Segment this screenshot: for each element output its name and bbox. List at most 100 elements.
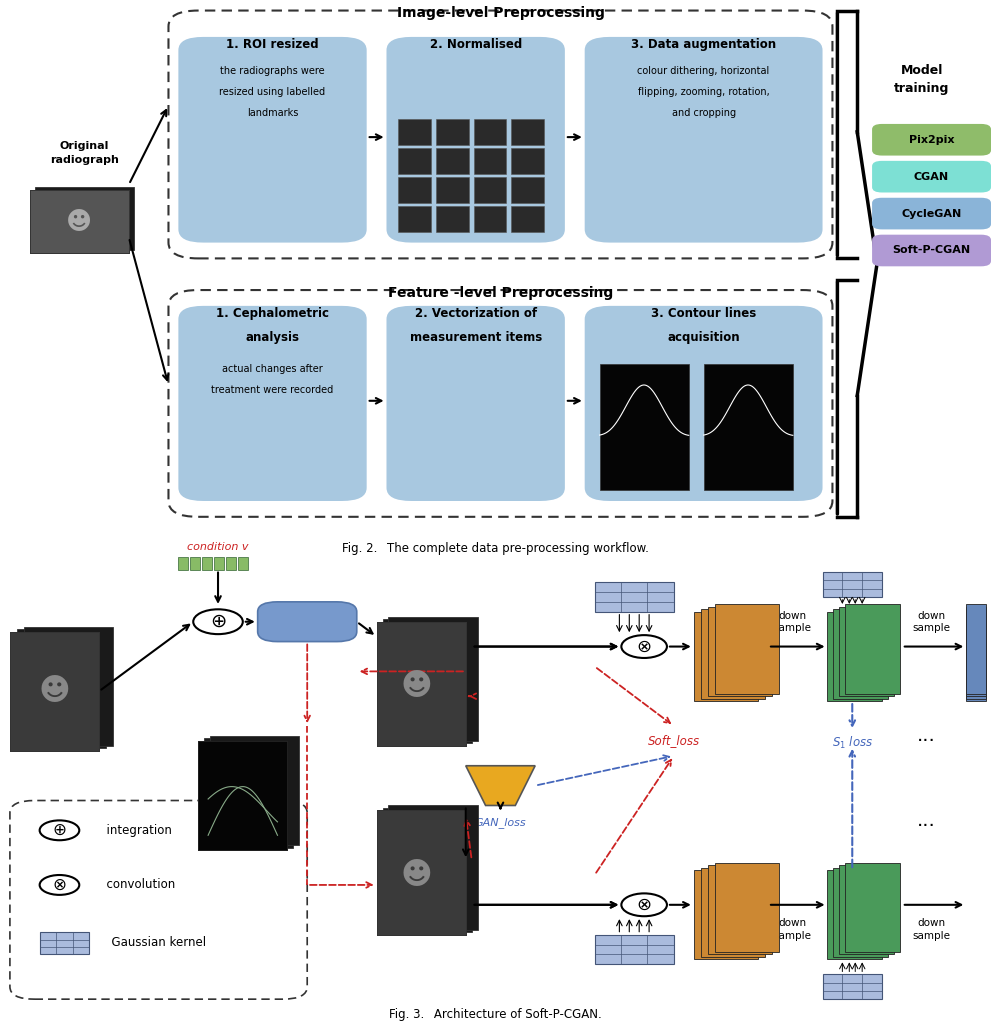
- Text: the radiographs were: the radiographs were: [220, 67, 325, 76]
- Text: 2. Vectorization of: 2. Vectorization of: [414, 307, 537, 321]
- Bar: [214, 557, 224, 569]
- Bar: [398, 147, 431, 174]
- Bar: [708, 607, 772, 696]
- Bar: [833, 867, 888, 957]
- Bar: [40, 932, 89, 954]
- Bar: [966, 611, 986, 701]
- Bar: [966, 604, 986, 693]
- Text: 2. Normalised: 2. Normalised: [429, 38, 522, 51]
- Bar: [17, 629, 106, 749]
- Text: down
sample: down sample: [774, 610, 812, 633]
- Bar: [839, 865, 894, 954]
- Bar: [708, 865, 772, 954]
- Bar: [398, 119, 431, 145]
- Circle shape: [621, 893, 667, 916]
- Bar: [190, 557, 200, 569]
- Bar: [701, 867, 765, 957]
- Text: $\oplus$: $\oplus$: [53, 821, 66, 840]
- Text: D: D: [493, 776, 508, 795]
- Text: condition v: condition v: [187, 543, 249, 552]
- Bar: [833, 609, 888, 698]
- Bar: [10, 632, 99, 751]
- Text: Fig. 2.  The complete data pre-processing workflow.: Fig. 2. The complete data pre-processing…: [342, 542, 649, 555]
- Bar: [715, 862, 779, 952]
- Text: down
sample: down sample: [774, 919, 812, 941]
- Bar: [198, 741, 287, 850]
- Text: colour dithering, horizontal: colour dithering, horizontal: [637, 67, 770, 76]
- Circle shape: [40, 874, 79, 895]
- Circle shape: [621, 635, 667, 658]
- Bar: [377, 810, 466, 935]
- Bar: [600, 364, 689, 490]
- Bar: [24, 627, 113, 745]
- Text: Soft-P-CGAN: Soft-P-CGAN: [893, 246, 970, 256]
- FancyBboxPatch shape: [872, 124, 991, 156]
- Text: GAN_loss: GAN_loss: [475, 817, 526, 828]
- Bar: [198, 741, 287, 850]
- Bar: [398, 206, 431, 232]
- Polygon shape: [466, 766, 535, 806]
- Text: treatment were recorded: treatment were recorded: [211, 385, 334, 395]
- Text: Feature -level Preprocessing: Feature -level Preprocessing: [387, 286, 613, 300]
- Bar: [474, 147, 506, 174]
- Bar: [595, 935, 674, 965]
- FancyBboxPatch shape: [872, 234, 991, 266]
- Bar: [823, 975, 882, 999]
- Bar: [694, 611, 758, 701]
- Text: Soft_loss: Soft_loss: [648, 734, 700, 748]
- Text: down
sample: down sample: [913, 610, 950, 633]
- Bar: [715, 604, 779, 693]
- Text: flipping, zooming, rotation,: flipping, zooming, rotation,: [638, 87, 769, 97]
- Bar: [827, 870, 882, 959]
- Text: Model
training: Model training: [894, 63, 949, 94]
- Bar: [701, 609, 765, 698]
- Bar: [10, 632, 99, 751]
- Bar: [377, 622, 466, 745]
- Text: actual changes after: actual changes after: [222, 365, 323, 374]
- Text: convolution: convolution: [99, 879, 175, 892]
- FancyBboxPatch shape: [386, 37, 565, 243]
- Text: measurement items: measurement items: [409, 331, 542, 344]
- Bar: [845, 862, 900, 952]
- Bar: [210, 736, 299, 845]
- Text: 1. Cephalometric: 1. Cephalometric: [216, 307, 329, 321]
- Bar: [377, 622, 466, 745]
- Bar: [30, 189, 129, 253]
- Circle shape: [193, 609, 243, 634]
- Bar: [178, 557, 188, 569]
- Bar: [436, 147, 469, 174]
- Text: resized using labelled: resized using labelled: [219, 87, 326, 97]
- Bar: [383, 808, 472, 932]
- Bar: [238, 557, 248, 569]
- Text: integration: integration: [99, 824, 172, 837]
- Bar: [474, 177, 506, 203]
- Bar: [704, 364, 793, 490]
- Text: analysis: analysis: [246, 331, 299, 344]
- Bar: [436, 177, 469, 203]
- Text: ☻: ☻: [400, 860, 432, 890]
- Text: down
sample: down sample: [913, 919, 950, 941]
- Text: $S_1$ loss: $S_1$ loss: [831, 735, 873, 752]
- Bar: [198, 741, 287, 850]
- Bar: [398, 177, 431, 203]
- Bar: [30, 189, 129, 253]
- FancyBboxPatch shape: [872, 198, 991, 229]
- Text: $\otimes$: $\otimes$: [636, 896, 652, 913]
- FancyBboxPatch shape: [258, 602, 357, 642]
- FancyBboxPatch shape: [872, 161, 991, 193]
- Bar: [35, 187, 134, 251]
- Bar: [377, 622, 466, 745]
- Text: and cropping: and cropping: [672, 109, 735, 119]
- Bar: [436, 206, 469, 232]
- Bar: [226, 557, 236, 569]
- Circle shape: [40, 820, 79, 841]
- Text: $\oplus$: $\oplus$: [210, 612, 226, 631]
- Text: Fig. 3.  Architecture of Soft-P-CGAN.: Fig. 3. Architecture of Soft-P-CGAN.: [389, 1008, 602, 1021]
- Text: G: G: [298, 611, 316, 632]
- Bar: [845, 604, 900, 693]
- Text: ...: ...: [918, 811, 936, 829]
- Bar: [202, 557, 212, 569]
- Text: CycleGAN: CycleGAN: [902, 209, 961, 218]
- Text: CGAN: CGAN: [914, 172, 949, 181]
- Bar: [10, 632, 99, 751]
